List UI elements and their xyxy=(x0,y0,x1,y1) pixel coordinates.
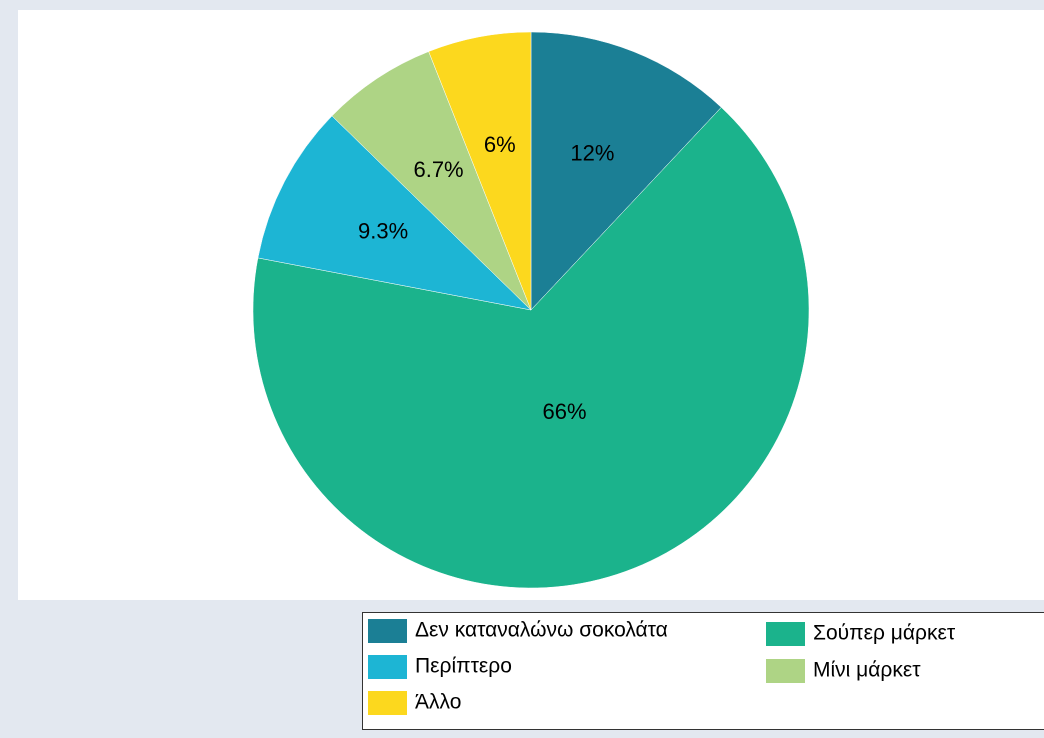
legend-box xyxy=(362,612,1044,730)
legend-swatch xyxy=(368,619,407,643)
legend-swatch xyxy=(766,622,805,646)
data-label: 12% xyxy=(570,141,614,166)
pie-slice xyxy=(428,31,532,311)
data-label: 6.7% xyxy=(413,157,463,182)
legend-swatch xyxy=(368,655,407,679)
legend-label: Άλλο xyxy=(415,691,461,714)
legend-swatch xyxy=(766,659,805,683)
pie-slice xyxy=(530,31,722,311)
pie-slice xyxy=(257,115,532,311)
data-label: 66% xyxy=(542,399,586,424)
legend-label: Δεν καταναλώνω σοκολάτα xyxy=(415,619,668,642)
legend-label: Μίνι μάρκετ xyxy=(813,659,921,682)
legend-swatch xyxy=(368,691,407,715)
legend-label: Σούπερ μάρκετ xyxy=(813,622,956,645)
pie-slice xyxy=(331,51,532,311)
data-label: 9.3% xyxy=(358,219,408,244)
data-label: 6% xyxy=(484,132,516,157)
pie-slice xyxy=(252,106,810,589)
legend-label: Περίπτερο xyxy=(415,655,512,678)
